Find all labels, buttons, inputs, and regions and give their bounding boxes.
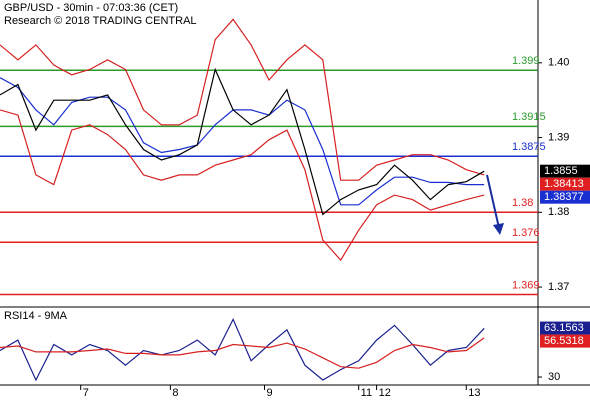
price-box-label: 56.5318 [544,335,584,347]
x-tick-label: 11 [361,387,372,399]
series-line [0,337,485,369]
price-box [540,190,590,204]
x-tick-label: 7 [83,387,89,399]
series-line [0,67,485,216]
rsi-title: RSI14 - 9MA [4,310,68,322]
level-label: 1.369 [512,279,540,291]
series-line [0,317,485,382]
level-label: 1.399 [512,55,540,67]
y-tick-label: 1.37 [548,281,569,293]
y-tick-label: 30 [548,371,560,383]
chart-title: GBP/USD - 30min - 07:03:36 (CET) [4,2,178,14]
price-box [540,164,590,178]
chart-subtitle: Research © 2018 TRADING CENTRAL [4,15,197,27]
level-label: 1.376 [512,227,540,239]
plot-layer: 1.40 1.39 1.38 1.37 1.399 1.3915 1.3875 1.38 1.3… [0,18,590,399]
level-label: 1.38 [512,197,533,209]
price-box [540,321,590,335]
forecast-arrowhead [493,223,504,235]
x-tick-label: 12 [379,387,391,399]
price-box-label: 1.3855 [544,165,578,177]
y-tick-label: 1.38 [548,206,569,218]
forecast-arrow [486,174,500,229]
series-line [0,109,485,262]
price-box [540,177,590,191]
price-box [540,334,590,348]
level-label: 1.3875 [512,141,546,153]
price-box-label: 1.38377 [544,191,584,203]
price-box-label: 1.38413 [544,178,584,190]
x-tick-label: 9 [267,387,273,399]
y-tick-label: 1.40 [548,57,569,69]
level-label: 1.3915 [512,111,546,123]
x-tick-label: 8 [172,387,178,399]
y-tick-label: 1.39 [548,131,569,143]
price-box-label: 63.1563 [544,322,584,334]
x-tick-label: 13 [468,387,480,399]
series-line [0,18,485,181]
